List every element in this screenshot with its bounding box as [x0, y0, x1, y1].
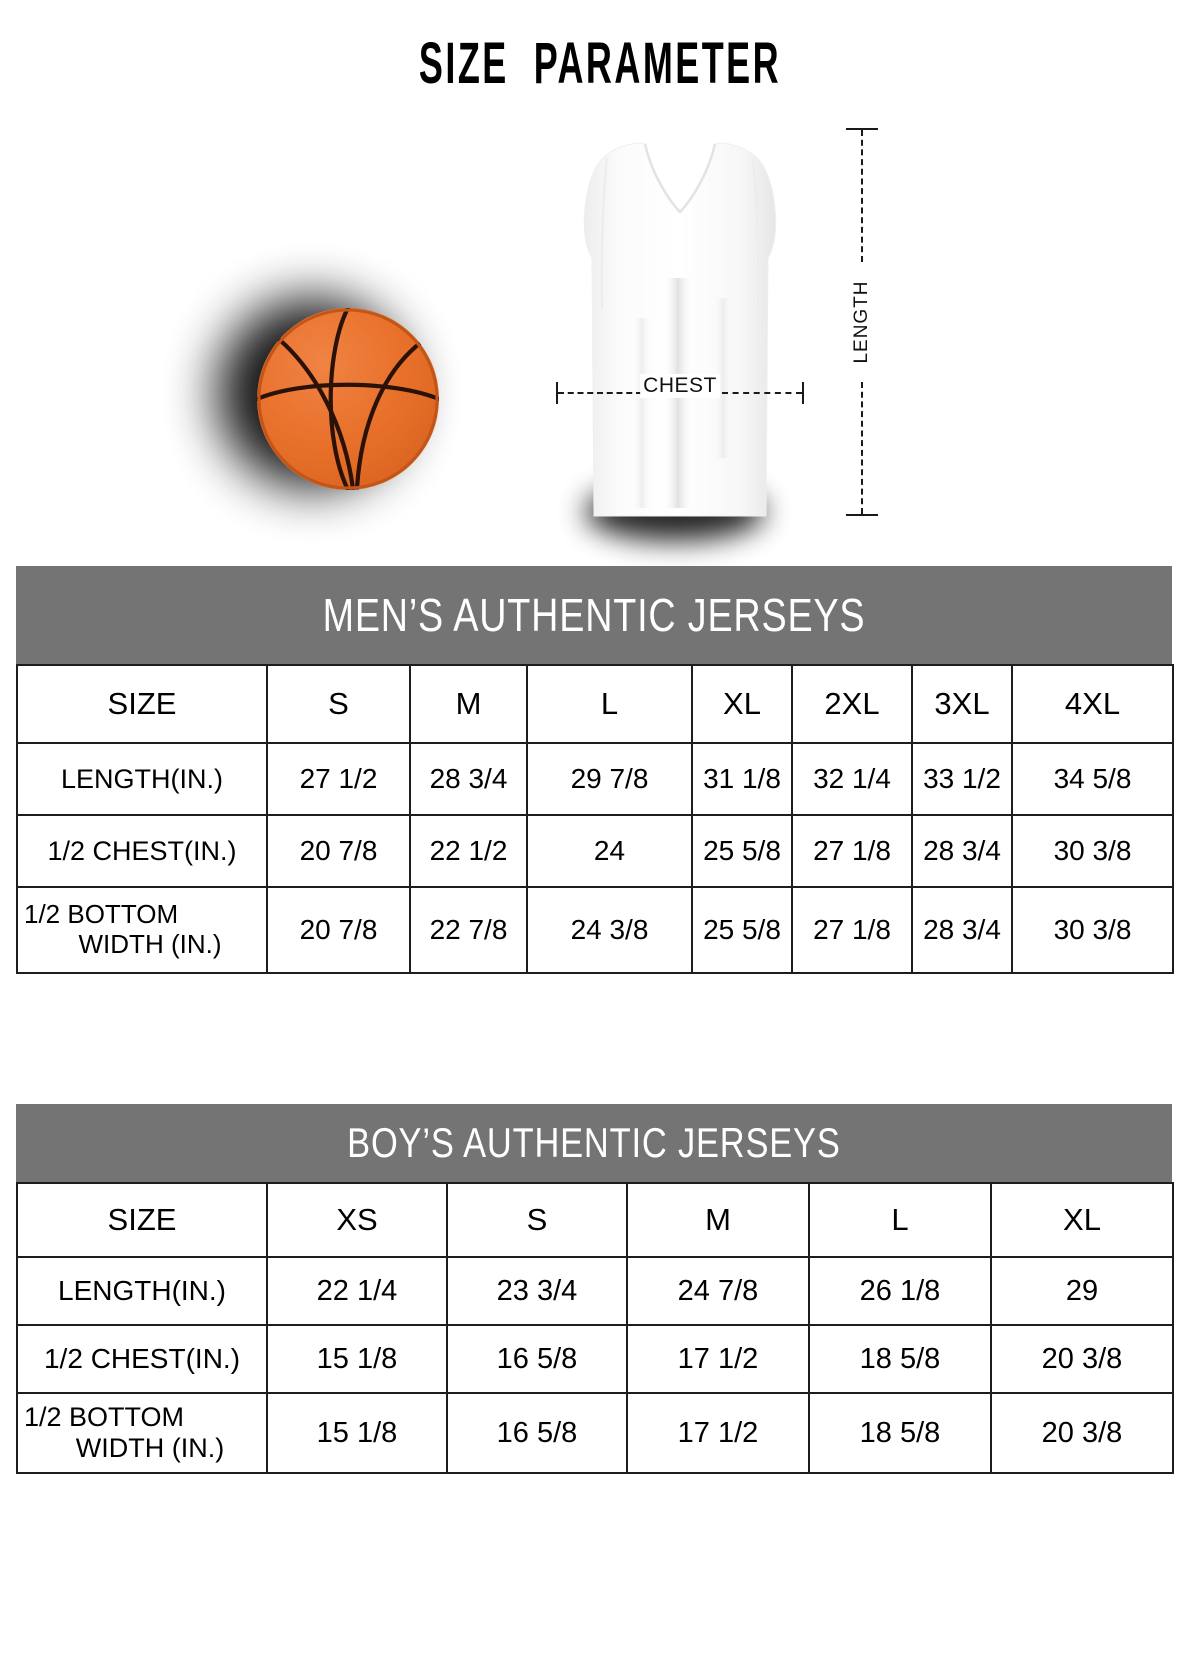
cell-chest-xs: 15 1/8	[266, 1324, 448, 1394]
chest-dash-left	[558, 392, 642, 394]
row-label-line1: 1/2 BOTTOM	[24, 899, 179, 930]
cell-length-m: 28 3/4	[409, 742, 528, 816]
cell-chest-xl: 25 5/8	[691, 814, 793, 888]
column-header-s: S	[446, 1182, 628, 1258]
cell-chest-m: 17 1/2	[626, 1324, 810, 1394]
row-label-half-bottom-width: 1/2 BOTTOM WIDTH (IN.)	[16, 1392, 268, 1474]
cell-length-xs: 22 1/4	[266, 1256, 448, 1326]
column-header-s: S	[266, 664, 411, 744]
page-title: SIZE PARAMETER	[418, 31, 782, 96]
column-header-l: L	[526, 664, 693, 744]
row-label-line1: 1/2 BOTTOM	[24, 1401, 185, 1432]
row-label-line2: WIDTH (IN.)	[75, 1433, 225, 1463]
cell-chest-4xl: 30 3/8	[1011, 814, 1174, 888]
table-row: 1/2 CHEST(IN.) 15 1/8 16 5/8 17 1/2 18 5…	[16, 1324, 1174, 1394]
cell-length-2xl: 32 1/4	[791, 742, 913, 816]
table-row-header: SIZE S M L XL 2XL 3XL 4XL	[16, 664, 1174, 744]
cell-bottom-xs: 15 1/8	[266, 1392, 448, 1474]
table-row: 1/2 BOTTOM WIDTH (IN.) 15 1/8 16 5/8 17 …	[16, 1392, 1174, 1474]
cell-bottom-l: 24 3/8	[526, 886, 693, 974]
cell-bottom-s: 20 7/8	[266, 886, 411, 974]
length-tick-bottom	[846, 514, 878, 516]
cell-bottom-4xl: 30 3/8	[1011, 886, 1174, 974]
row-label-half-chest: 1/2 CHEST(IN.)	[16, 814, 268, 888]
column-header-m: M	[626, 1182, 810, 1258]
basketball-icon	[257, 308, 439, 490]
length-tick-top	[846, 128, 878, 130]
mens-size-table: SIZE S M L XL 2XL 3XL 4XL LENGTH(IN.) 27…	[16, 664, 1174, 974]
length-dash-top	[861, 130, 863, 262]
row-label-half-bottom-width: 1/2 BOTTOM WIDTH (IN.)	[16, 886, 268, 974]
cell-length-s: 27 1/2	[266, 742, 411, 816]
cell-bottom-xl: 20 3/8	[990, 1392, 1174, 1474]
jersey-icon	[583, 142, 777, 517]
boys-size-table-block: BOY’S AUTHENTIC JERSEYS SIZE XS S M L XL…	[16, 1104, 1174, 1474]
boys-table-heading-text: BOY’S AUTHENTIC JERSEYS	[347, 1119, 841, 1166]
cell-bottom-l: 18 5/8	[808, 1392, 992, 1474]
column-header-size: SIZE	[16, 1182, 268, 1258]
column-header-m: M	[409, 664, 528, 744]
cell-length-xl: 31 1/8	[691, 742, 793, 816]
cell-chest-l: 24	[526, 814, 693, 888]
column-header-l: L	[808, 1182, 992, 1258]
column-header-4xl: 4XL	[1011, 664, 1174, 744]
cell-length-xl: 29	[990, 1256, 1174, 1326]
illustration-area: CHEST LENGTH	[0, 110, 1200, 541]
cell-bottom-m: 22 7/8	[409, 886, 528, 974]
cell-chest-l: 18 5/8	[808, 1324, 992, 1394]
length-dash-bottom	[861, 382, 863, 514]
row-label-length: LENGTH(IN.)	[16, 742, 268, 816]
cell-chest-m: 22 1/2	[409, 814, 528, 888]
cell-length-4xl: 34 5/8	[1011, 742, 1174, 816]
basketball-graphic	[215, 280, 475, 540]
table-row-header: SIZE XS S M L XL	[16, 1182, 1174, 1258]
table-row: 1/2 CHEST(IN.) 20 7/8 22 1/2 24 25 5/8 2…	[16, 814, 1174, 888]
mens-size-table-block: MEN’S AUTHENTIC JERSEYS SIZE S M L XL 2X…	[16, 566, 1174, 974]
chest-dimension-line: CHEST	[556, 374, 804, 404]
cell-length-3xl: 33 1/2	[911, 742, 1013, 816]
chest-tick-right	[802, 382, 804, 404]
mens-table-heading: MEN’S AUTHENTIC JERSEYS	[16, 566, 1172, 664]
row-label-line2: WIDTH (IN.)	[78, 929, 222, 959]
cell-bottom-2xl: 27 1/8	[791, 886, 913, 974]
row-label-length: LENGTH(IN.)	[16, 1256, 268, 1326]
cell-bottom-3xl: 28 3/4	[911, 886, 1013, 974]
chest-tick-left	[556, 382, 558, 404]
basketball-seams-icon	[257, 308, 439, 490]
table-row: 1/2 BOTTOM WIDTH (IN.) 20 7/8 22 7/8 24 …	[16, 886, 1174, 974]
cell-chest-3xl: 28 3/4	[911, 814, 1013, 888]
table-row: LENGTH(IN.) 27 1/2 28 3/4 29 7/8 31 1/8 …	[16, 742, 1174, 816]
jersey-graphic	[545, 128, 815, 541]
column-header-3xl: 3XL	[911, 664, 1013, 744]
cell-length-l: 29 7/8	[526, 742, 693, 816]
column-header-xl: XL	[691, 664, 793, 744]
cell-length-l: 26 1/8	[808, 1256, 992, 1326]
length-label: LENGTH	[849, 276, 875, 368]
column-header-xl: XL	[990, 1182, 1174, 1258]
length-dimension-line: LENGTH	[846, 128, 878, 516]
cell-bottom-s: 16 5/8	[446, 1392, 628, 1474]
cell-length-s: 23 3/4	[446, 1256, 628, 1326]
boys-size-table: SIZE XS S M L XL LENGTH(IN.) 22 1/4 23 3…	[16, 1182, 1174, 1474]
row-label-half-chest: 1/2 CHEST(IN.)	[16, 1324, 268, 1394]
table-row: LENGTH(IN.) 22 1/4 23 3/4 24 7/8 26 1/8 …	[16, 1256, 1174, 1326]
column-header-size: SIZE	[16, 664, 268, 744]
cell-length-m: 24 7/8	[626, 1256, 810, 1326]
cell-chest-s: 16 5/8	[446, 1324, 628, 1394]
chest-dash-right	[722, 392, 802, 394]
column-header-xs: XS	[266, 1182, 448, 1258]
cell-bottom-m: 17 1/2	[626, 1392, 810, 1474]
chest-label: CHEST	[640, 374, 720, 398]
column-header-2xl: 2XL	[791, 664, 913, 744]
cell-chest-xl: 20 3/8	[990, 1324, 1174, 1394]
cell-chest-2xl: 27 1/8	[791, 814, 913, 888]
mens-table-heading-text: MEN’S AUTHENTIC JERSEYS	[322, 589, 866, 641]
cell-chest-s: 20 7/8	[266, 814, 411, 888]
boys-table-heading: BOY’S AUTHENTIC JERSEYS	[16, 1104, 1172, 1182]
cell-bottom-xl: 25 5/8	[691, 886, 793, 974]
